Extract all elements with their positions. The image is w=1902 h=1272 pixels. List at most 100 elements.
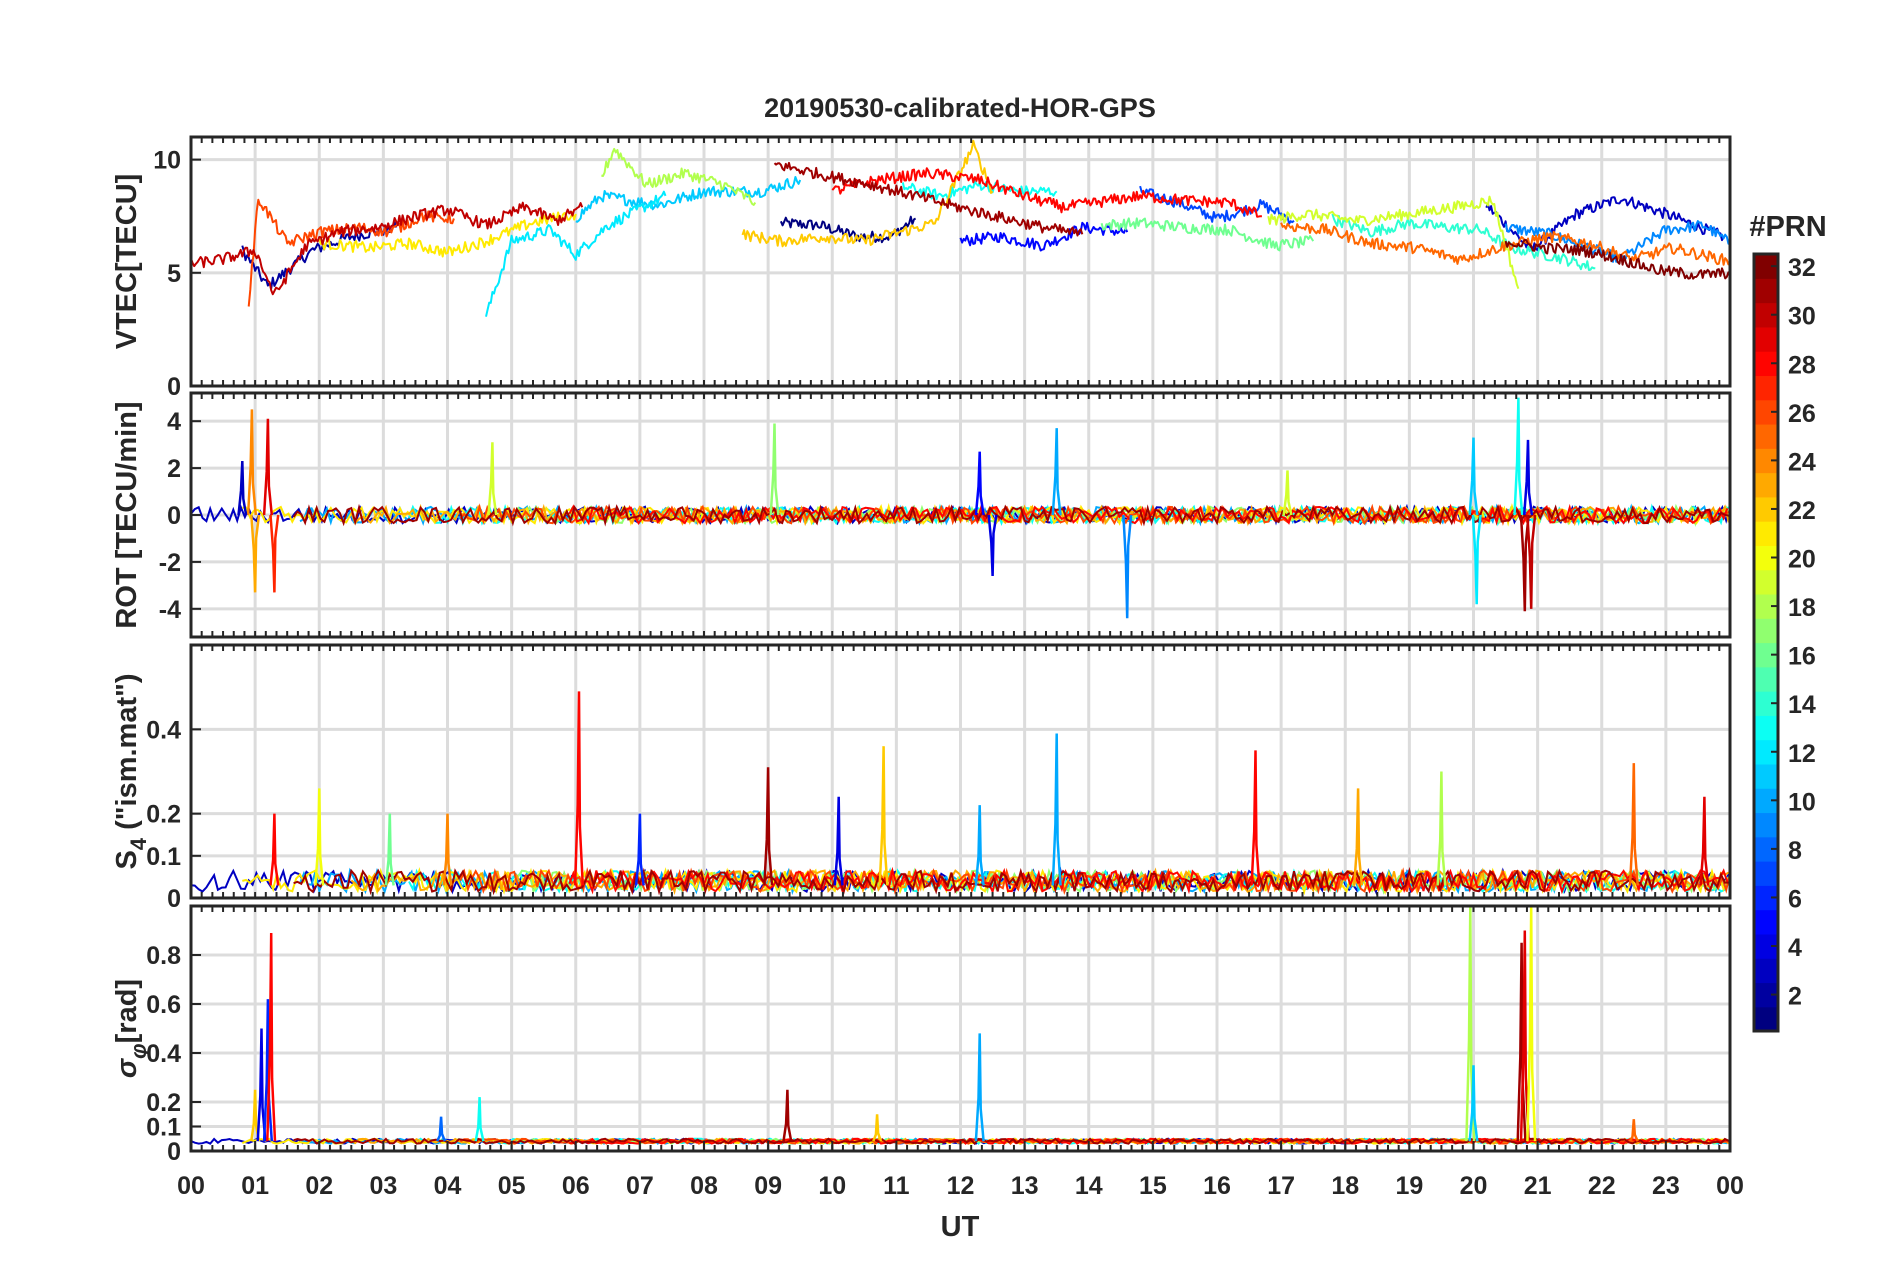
spike-prn-19	[1282, 470, 1293, 516]
spike-prn-20	[1526, 906, 1537, 1142]
x-tick-label: 12	[947, 1172, 975, 1200]
spike-prn-4	[1522, 439, 1534, 516]
colorbar-tick-label: 14	[1788, 691, 1816, 719]
colorbar-swatch-9	[1754, 812, 1778, 838]
spike-prn-13	[474, 1097, 485, 1142]
colorbar-tick-label: 18	[1788, 594, 1816, 622]
spike-prn-3	[237, 460, 248, 516]
background-trace-prn-31	[292, 503, 1729, 527]
y-tick-label: 5	[167, 260, 181, 288]
spike-prn-12	[1471, 514, 1482, 605]
series-line-prn-19	[1267, 195, 1520, 290]
spike-prn-13	[1513, 397, 1524, 516]
spike-prn-10	[974, 1033, 985, 1142]
spike-prn-25	[1628, 1119, 1639, 1142]
spike-prn-6	[262, 999, 274, 1142]
colorbar-swatch-31	[1754, 278, 1778, 304]
plot-area	[191, 139, 1730, 317]
y-tick-label: 0.2	[146, 1089, 181, 1117]
x-tick-label: 00	[1716, 1172, 1744, 1200]
y-axis-label-base: S	[111, 850, 143, 869]
series-line-prn-14	[1331, 213, 1596, 271]
colorbar-tick-label: 24	[1788, 448, 1816, 476]
background-trace-prn-28	[568, 503, 1729, 526]
x-tick-label: 20	[1460, 1172, 1488, 1200]
spike-prn-10	[1051, 428, 1062, 516]
colorbar-tick-label: 16	[1788, 643, 1816, 671]
spike-prn-29	[1699, 796, 1710, 886]
spike-prn-11	[1468, 437, 1479, 516]
spike-prn-29	[1519, 930, 1530, 1142]
spike-prn-6	[634, 813, 645, 886]
x-tick-label: 06	[562, 1172, 590, 1200]
y-tick-label: 2	[167, 455, 181, 483]
y-tick-label: 4	[167, 408, 181, 436]
y-tick-label: 0.1	[146, 1114, 181, 1142]
y-tick-label: 0.1	[146, 843, 181, 871]
x-tick-label: 07	[626, 1172, 654, 1200]
colorbar-tick-label: 12	[1788, 740, 1816, 768]
panel-sigma_phi: 00.10.2 0.4 0.6 0.8 σφ[rad]	[111, 904, 1732, 1166]
spike-prn-31	[782, 1089, 793, 1142]
y-axis-label-base: σ	[111, 1057, 143, 1078]
colorbar-swatch-1	[1754, 1006, 1778, 1032]
series-line-prn-21	[318, 211, 577, 258]
spike-prn-23	[250, 514, 261, 593]
spike-prn-28	[266, 932, 277, 1142]
series-line-prn-3	[1485, 196, 1725, 252]
x-tick-label: 17	[1267, 1172, 1295, 1200]
x-tick-label: 19	[1395, 1172, 1423, 1200]
x-axis-label: UT	[941, 1211, 980, 1243]
colorbar-title: #PRN	[1749, 211, 1826, 243]
colorbar-swatch-17	[1754, 618, 1778, 644]
x-tick-label: 16	[1203, 1172, 1231, 1200]
spike-prn-17	[769, 423, 780, 516]
y-axis-label-sub: 4	[126, 837, 151, 850]
panel-s4: 00.10.20.4S4 ("ism.mat")	[111, 643, 1732, 913]
x-tick-label: 22	[1588, 1172, 1616, 1200]
y-tick-label: 0.2	[146, 801, 181, 829]
y-tick-label: -4	[159, 596, 181, 624]
panel-rot: -4 -2 0 2 4 ROT [TECU/min]	[111, 391, 1732, 639]
spike-prn-24	[246, 409, 258, 516]
x-tick-label: 15	[1139, 1172, 1167, 1200]
colorbar-swatch-13	[1754, 715, 1778, 741]
colorbar-swatch-7	[1754, 861, 1778, 886]
colorbar-swatch-29	[1754, 326, 1778, 352]
x-tick-label: 03	[369, 1172, 397, 1200]
background-trace-prn-26	[459, 867, 1730, 896]
spike-prn-24	[442, 813, 453, 886]
spike-prn-4	[833, 796, 844, 886]
spike-prn-16	[384, 813, 395, 886]
colorbar-tick-label: 8	[1788, 837, 1802, 865]
x-tick-label: 08	[690, 1172, 718, 1200]
colorbar-swatch-21	[1754, 521, 1778, 546]
y-tick-label: 0	[167, 885, 181, 913]
spike-prn-11	[1468, 1065, 1479, 1142]
colorbar-swatch-5	[1754, 909, 1778, 935]
series-line-prn-28	[831, 167, 1262, 218]
x-tick-label: 01	[241, 1172, 269, 1200]
colorbar-swatch-3	[1754, 958, 1778, 984]
spike-prn-31	[763, 767, 774, 886]
spike-prn-4	[256, 1028, 267, 1142]
x-tick-label: 05	[498, 1172, 526, 1200]
spike-prn-25	[1628, 763, 1639, 886]
y-axis-label: ROT [TECU/min]	[111, 401, 143, 628]
colorbar-tick-label: 28	[1788, 351, 1816, 379]
colorbar-tick-label: 30	[1788, 303, 1816, 331]
plot-area	[191, 397, 1730, 619]
panel-vtec: 0 5 10 VTEC[TECU]	[111, 135, 1732, 401]
spike-prn-19	[487, 442, 498, 516]
series-line-prn-32	[1504, 238, 1730, 280]
x-axis: 00 01 02 03 04 05 06 07 08 09 10 11 12 13 14 15 16 17 18 19…	[177, 1141, 1744, 1200]
spike-prn-28	[573, 691, 585, 886]
series-line-prn-11	[575, 176, 802, 223]
y-tick-label: 0.6	[146, 991, 181, 1019]
spike-prn-28	[269, 813, 280, 886]
x-tick-label: 14	[1075, 1172, 1103, 1200]
series-line-prn-16	[1100, 217, 1315, 252]
